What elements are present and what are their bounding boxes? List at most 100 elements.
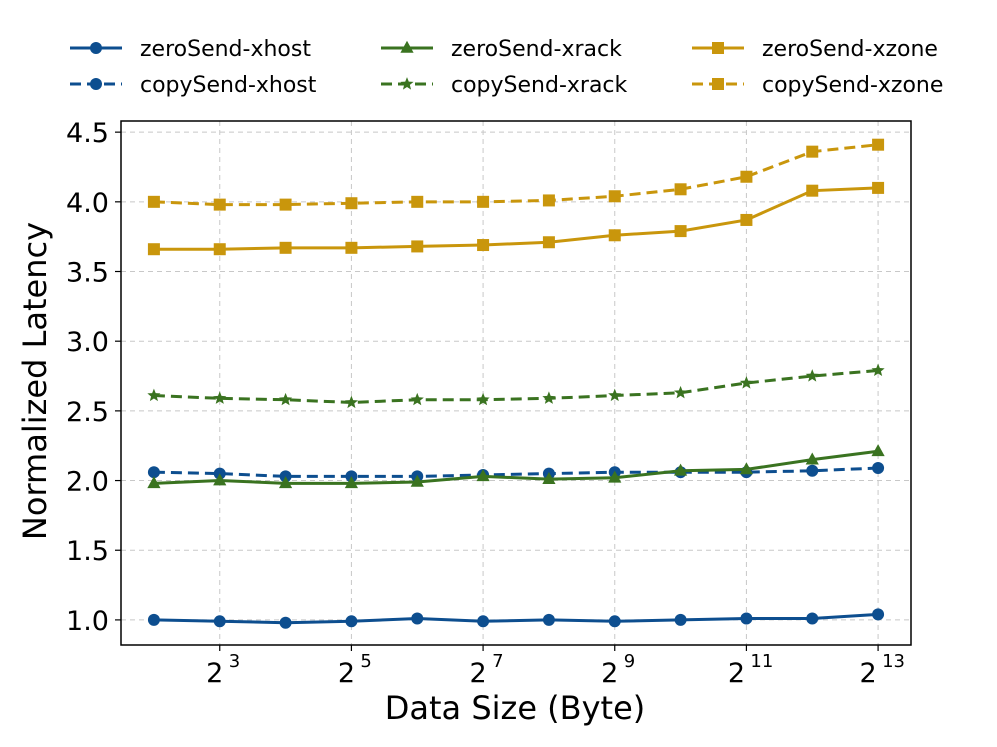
- data-point: [213, 198, 226, 211]
- data-point: [806, 612, 819, 625]
- legend-item: copySend-xrack: [381, 73, 628, 98]
- legend-label: zeroSend-xzone: [762, 37, 938, 62]
- x-tick-exponent: 11: [750, 651, 773, 672]
- data-point: [476, 469, 490, 482]
- data-point: [279, 616, 292, 629]
- x-tick-exponent: 5: [360, 651, 371, 672]
- data-point: [279, 198, 292, 211]
- data-point: [542, 391, 556, 404]
- data-point: [476, 392, 490, 406]
- x-tick-base: 2: [469, 658, 486, 689]
- data-series: [147, 138, 885, 629]
- data-point: [806, 145, 819, 158]
- y-tick-label: 4.0: [66, 188, 109, 219]
- data-point: [806, 464, 819, 477]
- legend-item: zeroSend-xrack: [381, 37, 622, 62]
- x-tick-base: 2: [859, 658, 876, 689]
- x-axis-ticks: 2 3 2 5 2 7 2 9 2 11 2 13: [206, 645, 905, 689]
- data-point: [872, 462, 885, 475]
- legend-item: copySend-xhost: [70, 73, 317, 98]
- data-point: [213, 391, 227, 404]
- data-point: [410, 392, 424, 406]
- y-axis-label: Normalized Latency: [16, 222, 54, 540]
- data-point: [740, 612, 753, 625]
- series-line: [153, 143, 879, 207]
- data-point: [213, 615, 226, 628]
- data-point: [872, 138, 885, 151]
- legend-marker: [400, 77, 414, 90]
- data-point: [740, 213, 753, 226]
- legend: zeroSend-xhost copySend-xhost zeroSend-xra…: [70, 37, 943, 98]
- data-point: [608, 470, 622, 483]
- legend-item: zeroSend-xhost: [70, 37, 311, 62]
- legend-label: zeroSend-xhost: [140, 37, 311, 62]
- legend-label: copySend-xrack: [451, 73, 628, 98]
- x-tick-base: 2: [206, 658, 223, 689]
- data-point: [673, 463, 688, 476]
- legend-item: copySend-xzone: [692, 73, 943, 98]
- legend-label: copySend-xhost: [140, 73, 317, 98]
- x-axis-label: Data Size (Byte): [385, 689, 646, 727]
- x-tick-label: 2 11: [728, 651, 774, 689]
- x-tick-base: 2: [338, 658, 355, 689]
- data-point: [608, 190, 621, 203]
- data-point: [739, 462, 754, 475]
- data-point: [147, 466, 160, 479]
- series-line: [153, 612, 879, 625]
- data-point: [542, 471, 556, 484]
- data-point: [542, 194, 555, 207]
- legend-marker: [400, 40, 414, 53]
- legend-marker: [90, 78, 102, 90]
- data-point: [279, 241, 292, 254]
- data-point: [213, 243, 226, 256]
- legend-label: zeroSend-xrack: [451, 37, 622, 62]
- data-point: [674, 385, 688, 399]
- data-point: [674, 225, 687, 238]
- y-tick-label: 1.5: [66, 536, 109, 567]
- data-point: [410, 474, 424, 487]
- data-point: [344, 476, 359, 489]
- series-copySend-xrack: [147, 363, 885, 409]
- data-point: [542, 236, 555, 249]
- data-point: [411, 195, 424, 208]
- data-point: [345, 241, 358, 254]
- data-point: [213, 473, 227, 486]
- series-line: [153, 186, 879, 251]
- data-point: [871, 444, 885, 457]
- series-line: [153, 466, 879, 478]
- y-tick-label: 1.0: [66, 606, 109, 637]
- data-point: [805, 369, 819, 382]
- series-zeroSend-xrack: [147, 444, 885, 489]
- series-line: [153, 449, 879, 485]
- legend-marker: [90, 42, 102, 54]
- y-axis-ticks: 1.0 1.5 2.0 2.5 3.0 3.5 4.0 4.5: [66, 118, 121, 637]
- data-point: [477, 239, 490, 252]
- series-zeroSend-xhost: [147, 608, 885, 629]
- y-tick-label: 2.5: [66, 397, 109, 428]
- data-point: [477, 195, 490, 208]
- series-zeroSend-xzone: [147, 181, 885, 256]
- x-tick-base: 2: [601, 658, 618, 689]
- data-point: [147, 476, 161, 489]
- data-point: [806, 184, 819, 197]
- data-point: [477, 615, 490, 628]
- data-point: [147, 613, 160, 626]
- data-point: [608, 229, 621, 242]
- data-point: [872, 608, 885, 621]
- data-point: [739, 376, 753, 389]
- data-point: [740, 170, 753, 183]
- data-point: [147, 243, 160, 256]
- data-point: [345, 197, 358, 210]
- x-tick-exponent: 7: [492, 651, 503, 672]
- data-point: [278, 476, 293, 489]
- data-point: [147, 388, 161, 402]
- data-point: [344, 395, 358, 409]
- x-tick-base: 2: [728, 658, 745, 689]
- series-copySend-xzone: [147, 138, 885, 211]
- data-point: [674, 613, 687, 626]
- legend-marker: [712, 42, 724, 54]
- legend-label: copySend-xzone: [762, 73, 943, 98]
